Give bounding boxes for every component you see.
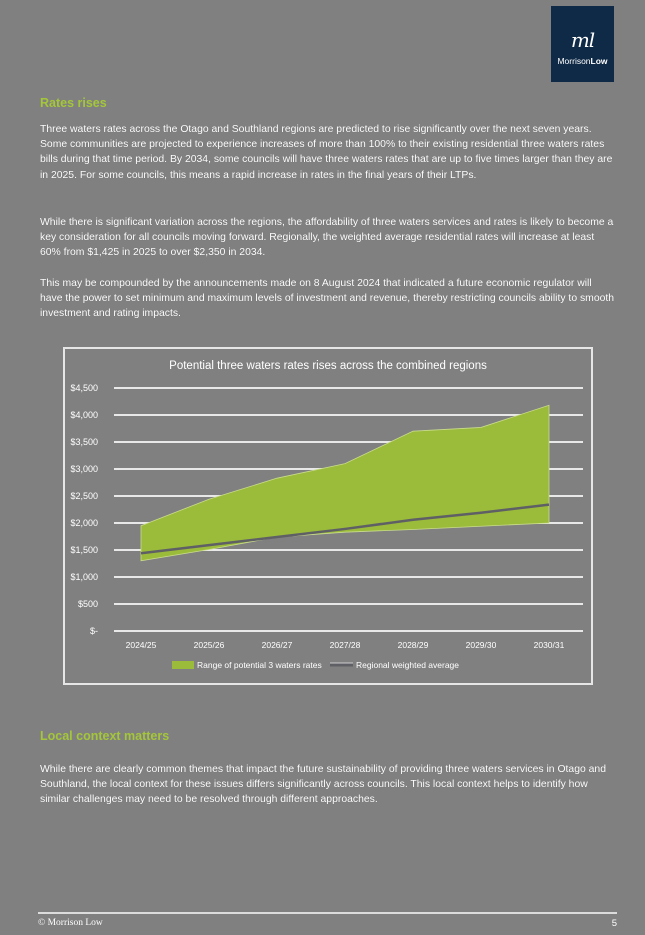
logo-mark: ml: [570, 28, 595, 52]
legend-range-label: Range of potential 3 waters rates: [197, 660, 322, 670]
x-axis-tick-label: 2024/25: [126, 640, 157, 650]
y-axis-tick-label: $2,000: [70, 518, 98, 528]
weighted-average-line: [140, 503, 550, 555]
paragraph-local-context: While there are clearly common themes th…: [40, 764, 606, 806]
footer-divider: [38, 912, 617, 914]
y-axis-tick-label: $3,000: [70, 464, 98, 474]
paragraph-rates-3: This may be compounded by the announceme…: [40, 278, 615, 320]
footer-copyright: © Morrison Low: [38, 918, 103, 928]
chart-title: Potential three waters rates rises acros…: [169, 360, 487, 372]
y-axis-tick-label: $4,000: [70, 410, 98, 420]
x-axis-tick-label: 2026/27: [262, 640, 293, 650]
x-axis-tick-label: 2029/30: [466, 640, 497, 650]
heading-local-context: Local context matters: [40, 729, 170, 743]
paragraph-rates-1: Three waters rates across the Otago and …: [40, 124, 613, 181]
legend-average-label: Regional weighted average: [356, 660, 459, 670]
x-axis-tick-label: 2027/28: [330, 640, 361, 650]
x-axis-tick-label: 2030/31: [534, 640, 565, 650]
page-number: 5: [611, 918, 617, 929]
y-axis-tick-label: $3,500: [70, 437, 98, 447]
x-axis-tick-label: 2028/29: [398, 640, 429, 650]
y-axis-tick-label: $2,500: [70, 491, 98, 501]
y-axis-tick-label: $500: [78, 599, 98, 609]
y-axis-tick-label: $-: [90, 626, 98, 636]
y-axis-tick-label: $4,500: [70, 383, 98, 393]
heading-rates-rises: Rates rises: [40, 96, 107, 110]
paragraph-rates-2: While there is significant variation acr…: [40, 217, 614, 259]
range-area: [140, 404, 550, 562]
y-axis-tick-label: $1,500: [70, 545, 98, 555]
legend-range-swatch: [172, 661, 194, 669]
logo-wordmark: MorrisonLow: [557, 56, 608, 66]
y-axis-tick-label: $1,000: [70, 572, 98, 582]
morrisonlow-logo: ml MorrisonLow: [551, 6, 614, 82]
x-axis-tick-label: 2025/26: [194, 640, 225, 650]
chart-container: Potential three waters rates rises acros…: [63, 347, 593, 685]
